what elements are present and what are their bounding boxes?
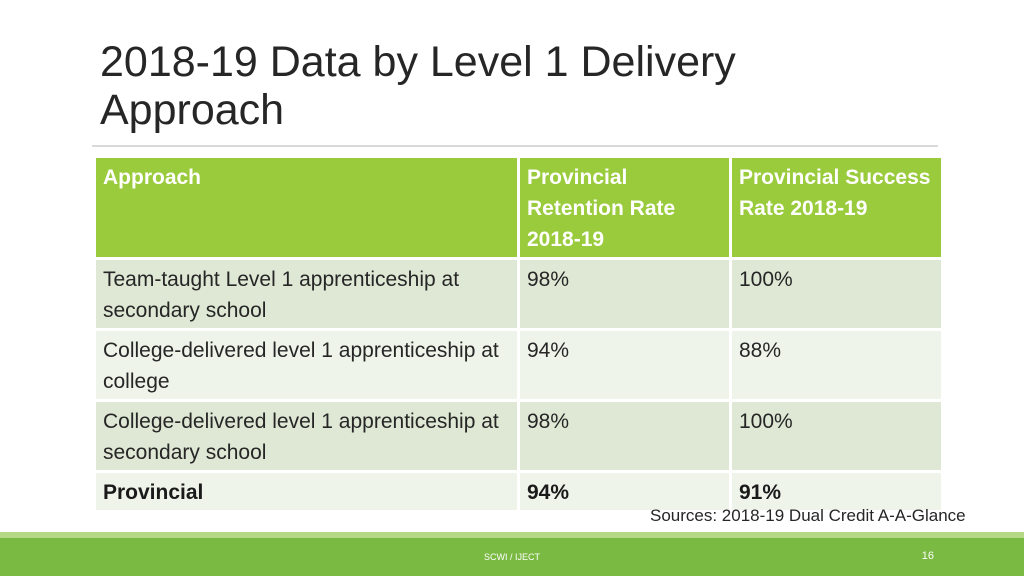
table-row: Team-taught Level 1 apprenticeship at se… — [93, 257, 944, 331]
cell-retention: 98% — [517, 399, 732, 473]
title-divider — [92, 145, 938, 147]
cell-retention: 94% — [517, 470, 732, 513]
cell-retention: 98% — [517, 257, 732, 331]
cell-approach: College-delivered level 1 apprenticeship… — [93, 328, 520, 402]
sources-note: Sources: 2018-19 Dual Credit A-A-Glance — [650, 506, 966, 525]
footer-bar: SCWI / IJECT 16 — [0, 538, 1024, 576]
cell-approach: Provincial — [93, 470, 520, 513]
cell-retention: 94% — [517, 328, 732, 402]
cell-approach: College-delivered level 1 apprenticeship… — [93, 399, 520, 473]
table-row: College-delivered level 1 apprenticeship… — [93, 399, 944, 473]
page-number: 16 — [921, 550, 934, 562]
footer-accent-line — [0, 532, 1024, 538]
cell-success: 100% — [729, 257, 944, 331]
footer-text: SCWI / IJECT — [484, 552, 540, 562]
header-retention-rate: Provincial Retention Rate 2018-19 — [517, 155, 732, 260]
cell-success: 100% — [729, 399, 944, 473]
header-success-rate: Provincial Success Rate 2018-19 — [729, 155, 944, 260]
data-table: Approach Provincial Retention Rate 2018-… — [93, 155, 944, 513]
slide-title: 2018-19 Data by Level 1 Delivery Approac… — [100, 38, 736, 134]
cell-approach: Team-taught Level 1 apprenticeship at se… — [93, 257, 520, 331]
cell-success: 91% — [729, 470, 944, 513]
header-approach: Approach — [93, 155, 520, 260]
cell-success: 88% — [729, 328, 944, 402]
table-row: College-delivered level 1 apprenticeship… — [93, 328, 944, 402]
table-header-row: Approach Provincial Retention Rate 2018-… — [93, 155, 944, 260]
table-total-row: Provincial 94% 91% — [93, 470, 944, 513]
